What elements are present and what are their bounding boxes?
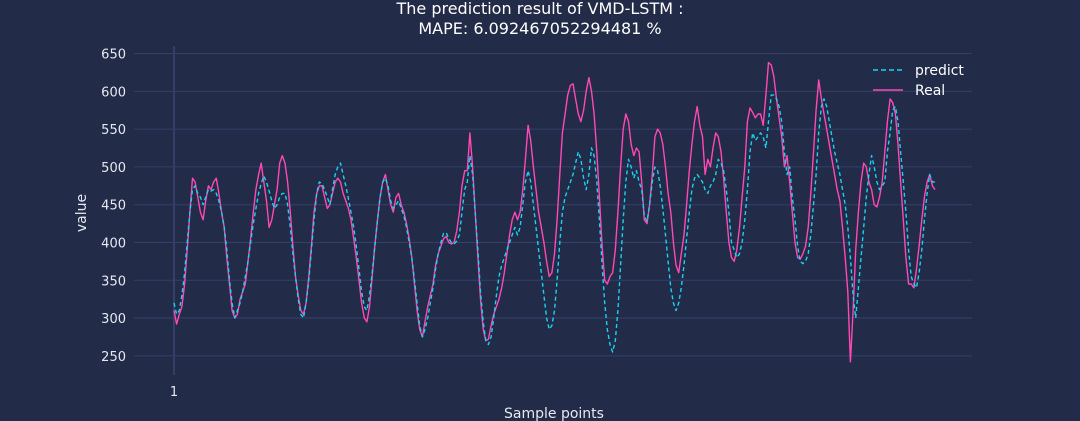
y-tick-label: 450	[101, 199, 126, 214]
y-tick-label: 500	[101, 161, 126, 176]
y-tick-label: 300	[101, 312, 126, 327]
x-axis-ticks: 1	[170, 385, 178, 400]
y-tick-label: 650	[101, 48, 126, 63]
y-tick-label: 350	[101, 274, 126, 289]
y-axis-label: value	[74, 194, 90, 232]
chart-title-line-2: MAPE: 6.092467052294481 %	[418, 19, 661, 38]
chart-title-line-1: The prediction result of VMD-LSTM :	[395, 0, 683, 18]
y-axis-ticks: 250 300 350 400 450 500 550 600 650	[101, 48, 126, 365]
gridlines	[134, 46, 972, 375]
y-tick-label: 400	[101, 236, 126, 251]
legend-real-label: Real	[915, 83, 945, 99]
legend-predict-label: predict	[915, 63, 964, 79]
series-layer	[173, 61, 936, 363]
x-tick-label: 1	[170, 385, 178, 400]
x-axis-label: Sample points	[504, 406, 604, 421]
legend: predict Real	[873, 63, 964, 99]
series-line-predict	[173, 94, 935, 353]
y-tick-label: 550	[101, 123, 126, 138]
y-tick-label: 250	[101, 350, 126, 365]
y-tick-label: 600	[101, 85, 126, 100]
